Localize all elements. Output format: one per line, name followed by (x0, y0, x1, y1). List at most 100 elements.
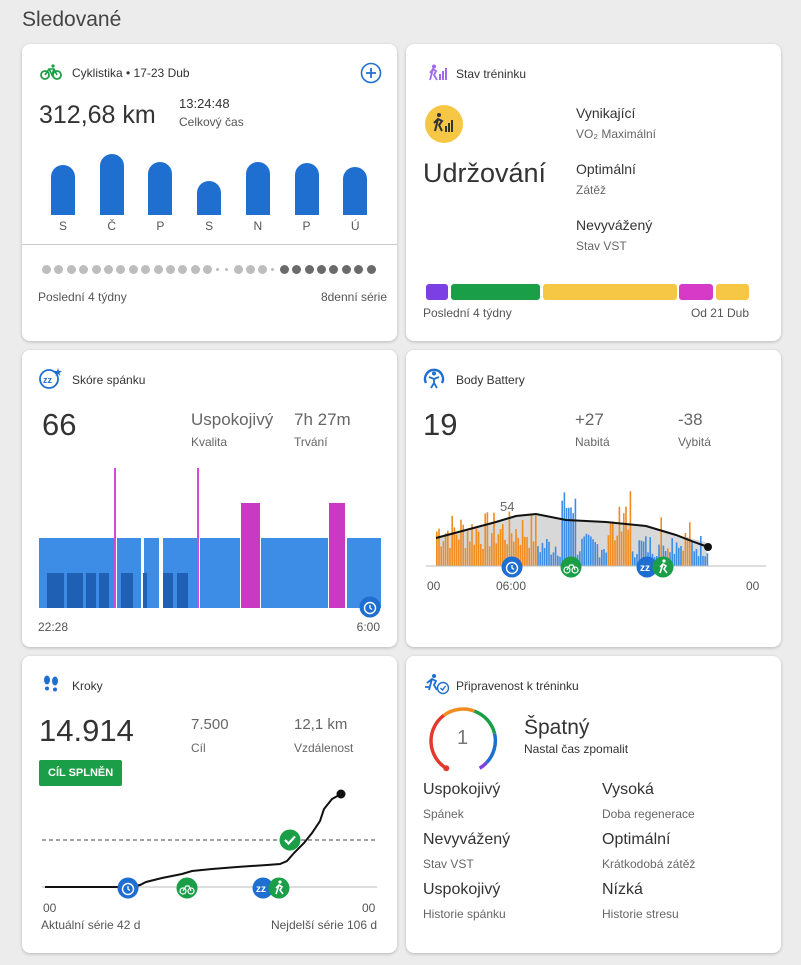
add-circle-icon[interactable] (360, 62, 382, 84)
stress-bar (682, 550, 684, 566)
stress-bar (605, 552, 607, 566)
stress-bar (480, 544, 482, 566)
training-status-title: Stav tréninku (456, 67, 527, 81)
stress-bar (618, 506, 621, 566)
streak-dot (292, 265, 302, 274)
streak-dot (141, 265, 151, 274)
cycling-time: 13:24:48 (179, 96, 230, 111)
cycling-card[interactable]: Cyklistika • 17-23 Dub 312,68 km 13:24:4… (22, 44, 397, 341)
bike-icon (40, 64, 62, 80)
stress-bar (532, 541, 535, 566)
drained-value: -38 (678, 410, 703, 429)
stress-bar (460, 519, 462, 566)
streak-dot (166, 265, 175, 274)
stress-bar (455, 534, 458, 566)
ts-footer-left: Poslední 4 týdny (423, 306, 512, 320)
charged-label: Nabitá (575, 435, 610, 449)
stress-bar (524, 536, 526, 566)
stress-bar (658, 544, 660, 566)
stress-bar (684, 532, 687, 566)
training-readiness-card[interactable]: Připravenost k tréninku 1 Špatný Nastal … (406, 656, 781, 953)
readiness-recovery-value: Vysoká (602, 781, 654, 798)
stress-bar (464, 547, 467, 566)
stress-bar (521, 520, 524, 566)
training-status-card[interactable]: Stav tréninku Udržování Vynikající VO₂ M… (406, 44, 781, 341)
steps-x-label-start: 00 (43, 901, 57, 915)
stress-bar (515, 529, 517, 566)
stress-bar (583, 536, 585, 566)
stress-bar (598, 557, 601, 566)
steps-distance-value: 12,1 km (294, 716, 348, 733)
streak-dot (79, 265, 89, 274)
stress-bar (627, 529, 629, 566)
readiness-title: Připravenost k tréninku (456, 679, 579, 693)
activity-icon (268, 877, 290, 899)
stress-bar (543, 548, 546, 566)
stress-bar (594, 542, 596, 566)
steps-card[interactable]: Kroky 14.914 7.500 Cíl 12,1 km Vzdálenos… (22, 656, 397, 953)
streak-dot (258, 265, 268, 274)
readiness-hrv-label: Stav VST (423, 857, 474, 871)
stress-bar (572, 513, 574, 566)
stress-bar (603, 549, 605, 566)
cycling-day-label: S (58, 219, 67, 233)
stress-bar (458, 539, 460, 566)
stress-bar (528, 547, 530, 566)
drained-label: Vybitá (678, 435, 711, 449)
stress-bar (436, 531, 438, 566)
status-segment (426, 284, 448, 300)
ts-vo2-label: VO₂ Maximální (576, 127, 657, 141)
stress-bar (537, 546, 539, 566)
stress-bar (673, 553, 676, 566)
streak-dot (304, 265, 314, 274)
readiness-score: 1 (457, 727, 469, 749)
stress-bar (669, 552, 671, 566)
cycling-day-bar (148, 162, 173, 215)
stress-bar (502, 524, 504, 566)
readiness-load-value: Optimální (602, 831, 671, 848)
readiness-gauge (429, 707, 498, 772)
streak-dot (153, 265, 163, 274)
sleep-quality-value: Uspokojivý (191, 410, 274, 429)
activity-icon (652, 556, 674, 578)
readiness-sleep-history-label: Historie spánku (423, 907, 506, 921)
sleep-score-card[interactable]: zz Skóre spánku 66 Uspokojivý Kvalita 7h… (22, 350, 397, 647)
svg-text:zz: zz (43, 375, 53, 385)
stress-bar (462, 524, 464, 566)
stress-bar (574, 498, 577, 566)
stress-bar (541, 542, 544, 566)
cycling-day-bar (245, 162, 270, 215)
streak-dot (190, 265, 200, 274)
streak-dot (203, 265, 213, 274)
readiness-sleep-label: Spánek (423, 807, 464, 821)
status-segment (543, 284, 677, 300)
sleep-start-time: 22:28 (38, 620, 69, 634)
status-segment (451, 284, 540, 300)
stress-bar (493, 512, 495, 566)
cycling-day-bar (51, 165, 75, 215)
sleep-duration-label: Trvání (294, 435, 328, 449)
stress-bar (700, 536, 702, 566)
stress-bar (667, 548, 669, 566)
readiness-sleep-history-value: Uspokojivý (423, 881, 501, 898)
readiness-sleep-value: Uspokojivý (423, 781, 501, 798)
streak-dot (279, 265, 289, 274)
ts-footer-right: Od 21 Dub (690, 306, 749, 320)
stress-bar (482, 549, 484, 566)
stress-bar (440, 546, 442, 566)
streak-dot (116, 265, 126, 274)
bb-x-label-end: 00 (746, 579, 760, 593)
stress-bar (609, 523, 612, 566)
stress-bar (660, 517, 662, 566)
stress-bar (475, 528, 478, 566)
streak-dot (91, 265, 101, 274)
stress-bar (469, 541, 471, 566)
stress-bar (486, 512, 489, 566)
stress-bar (579, 551, 581, 566)
stress-bar (623, 513, 625, 566)
body-battery-card[interactable]: Body Battery 19 +27 Nabitá -38 Vybitá 54… (406, 350, 781, 647)
stress-bar (466, 531, 469, 566)
streak-dot (354, 265, 364, 274)
stress-bar (636, 554, 638, 566)
steps-footer-left: Aktuální série 42 d (41, 918, 141, 932)
